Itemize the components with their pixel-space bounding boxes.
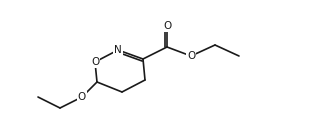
Text: O: O [163,21,171,31]
Text: O: O [91,57,99,67]
Text: O: O [187,51,195,61]
Text: N: N [114,45,122,55]
Text: O: O [78,92,86,102]
